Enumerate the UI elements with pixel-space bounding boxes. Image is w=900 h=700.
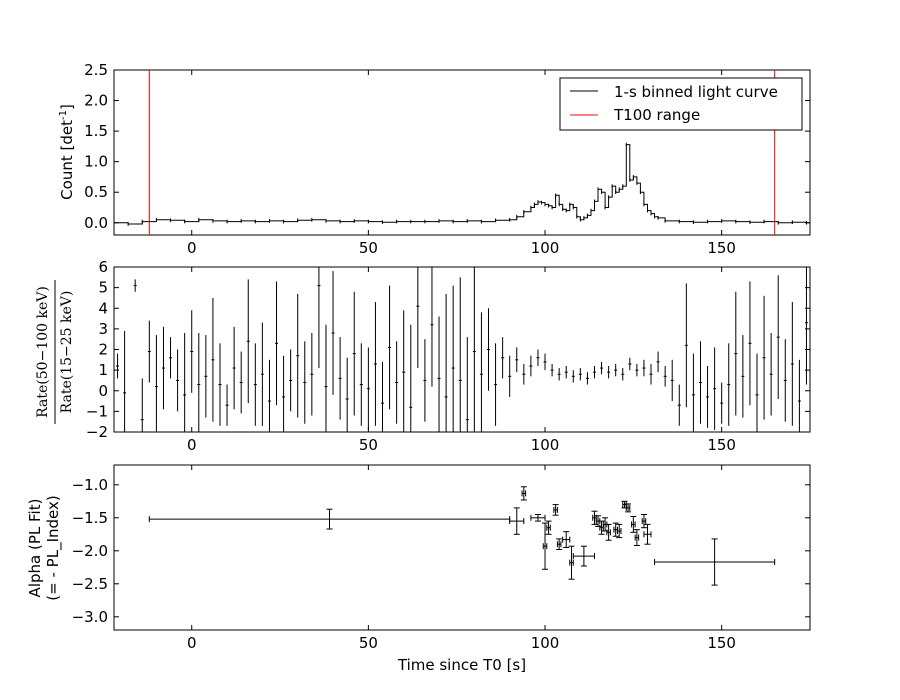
alpha-ytick-label: −1.0 [72,476,108,494]
hardness-ratio-ticks: 0 50 100 150 −2 −1 0 1 2 3 4 5 6 [86,258,810,454]
hardness-ratio-xtick-label: 50 [359,436,378,454]
hardness-ratio-ytick-label: 2 [98,341,108,359]
alpha-ytick-label: −2.5 [72,575,108,593]
light-curve-xtick-label: 0 [187,239,197,257]
light-curve-ylabel-main: Count [det [58,120,76,200]
legend-label-light-curve: 1-s binned light curve [614,83,778,101]
hardness-ratio-ytick-label: 1 [98,361,108,379]
alpha-xtick-label: 150 [707,634,736,652]
light-curve-ytick-label: 1.0 [84,153,108,171]
hardness-ratio-ytick-label: 5 [98,279,108,297]
light-curve-ylabel-close: ] [58,104,76,110]
alpha-ytick-label: −2.0 [72,542,108,560]
alpha-frame [113,464,811,631]
light-curve-xtick-label: 100 [531,239,560,257]
alpha-ytick-label: −3.0 [72,608,108,626]
light-curve-ylabel: Count [det-1] [58,104,76,200]
light-curve-ticks: 0 50 100 150 0.0 0.5 1.0 1.5 2.0 2.5 [84,61,810,257]
alpha-xtick-label: 50 [359,634,378,652]
light-curve-xtick-label: 150 [707,239,736,257]
alpha-ylabel-line1: Alpha (PL Fit) [26,499,44,598]
light-curve-ytick-label: 2.5 [84,61,108,79]
light-curve-ytick-label: 0.5 [84,183,108,201]
light-curve-ytick-label: 2.0 [84,92,108,110]
alpha-xtick-label: 0 [187,634,197,652]
hardness-ratio-ytick-label: −2 [86,423,108,441]
light-curve-xtick-label: 50 [359,239,378,257]
light-curve-ytick-label: 0.0 [84,214,108,232]
alpha-panel: 0 50 100 150 −3.0 −2.5 −2.0 −1.5 −1.0 Alpha (PL … [26,464,811,674]
hardness-ratio-ytick-label: −1 [86,402,108,420]
legend-label-t100: T100 range [613,106,700,124]
hardness-ratio-xtick-label: 150 [707,436,736,454]
hardness-ratio-marks [116,267,808,432]
hardness-ratio-ytick-label: 6 [98,258,108,276]
alpha-marks [148,486,776,586]
hardness-ratio-ylabel-denominator: Rate(15−25 keV) [59,291,75,414]
x-axis-label: Time since T0 [s] [397,656,526,674]
light-curve-ytick-label: 1.5 [84,122,108,140]
alpha-ytick-label: −1.5 [72,509,108,527]
alpha-ticks: 0 50 100 150 −3.0 −2.5 −2.0 −1.5 −1.0 [72,465,810,652]
light-curve-marks [113,70,810,235]
light-curve-ylabel-sup: -1 [58,110,69,120]
legend: 1-s binned light curve T100 range [559,77,803,131]
alpha-xtick-label: 100 [531,634,560,652]
hardness-ratio-panel: 0 50 100 150 −2 −1 0 1 2 3 4 5 6 Rate(50−100 keV) Ra… [35,258,811,454]
hardness-ratio-frame [113,266,811,433]
hardness-ratio-xtick-label: 100 [531,436,560,454]
legend-box [559,77,803,131]
hardness-ratio-ytick-label: 4 [98,299,108,317]
hardness-ratio-ylabel-numerator: Rate(50−100 keV) [35,286,51,418]
hardness-ratio-ytick-label: 3 [98,320,108,338]
hardness-ratio-ytick-label: 0 [98,382,108,400]
hardness-ratio-xtick-label: 0 [187,436,197,454]
alpha-ylabel-line2: (= - PL_Index) [44,495,63,600]
alpha-ylabel: Alpha (PL Fit) (= - PL_Index) [26,495,63,600]
light-curve-panel: 0 50 100 150 0.0 0.5 1.0 1.5 2.0 2.5 Count [det-1… [58,61,811,257]
hardness-ratio-ylabel: Rate(50−100 keV) Rate(15−25 keV) [35,280,75,424]
